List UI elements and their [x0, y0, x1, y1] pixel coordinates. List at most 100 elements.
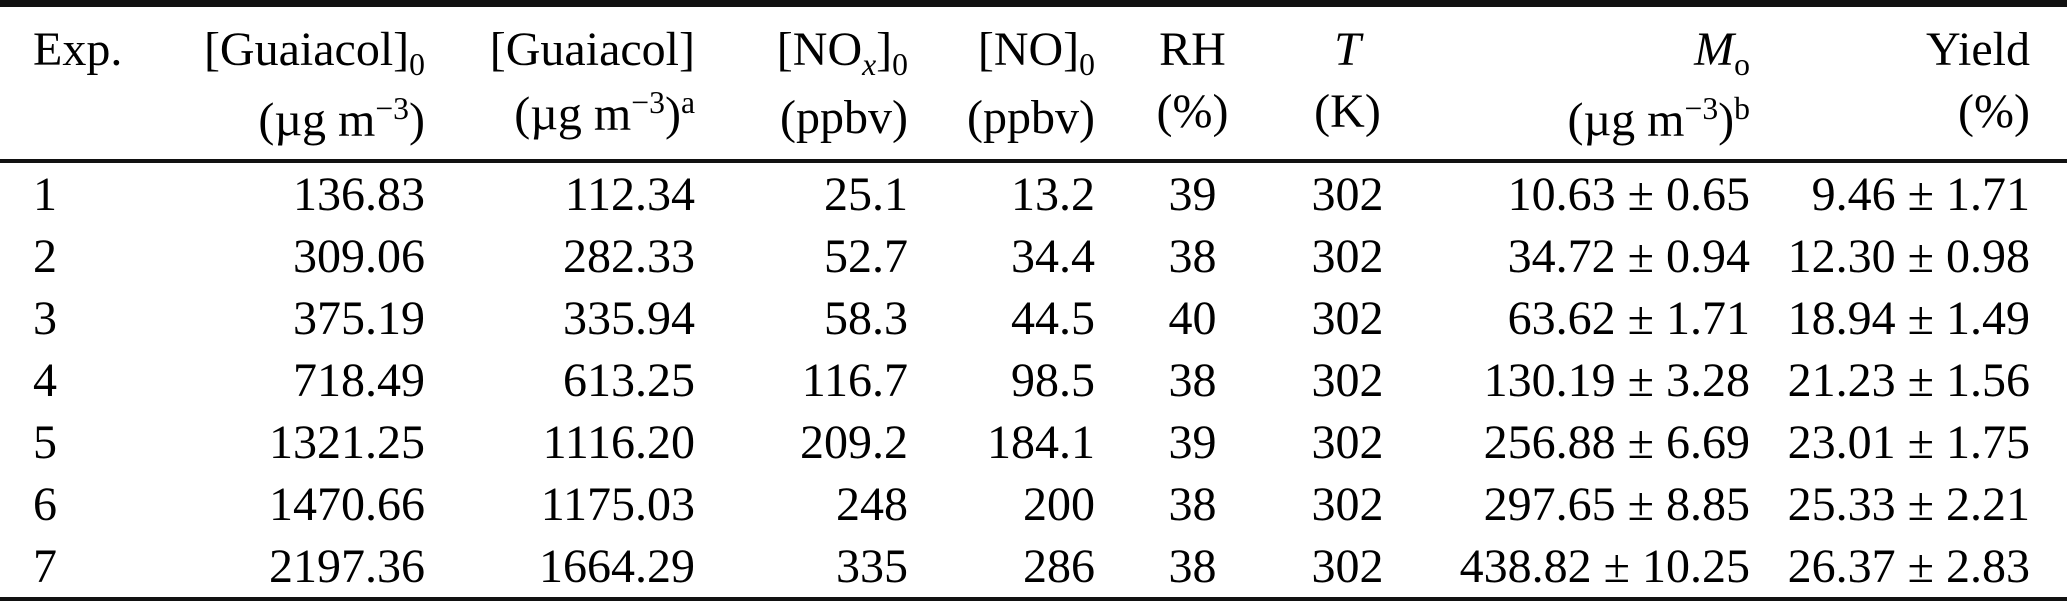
cell-guaiacol: 1664.29 [539, 539, 695, 593]
cell-no0: 44.5 [1011, 291, 1095, 345]
cell-rh: 38 [1168, 353, 1217, 407]
cell-exp: 1 [33, 167, 57, 221]
col-header-nox0: [NOx]0 (ppbv) [695, 3, 908, 163]
cell-guaiacol: 1116.20 [542, 415, 695, 469]
cell-guaiacol0: 1470.66 [269, 477, 425, 531]
cell-exp: 5 [33, 415, 57, 469]
cell-rh: 39 [1168, 167, 1217, 221]
header-title: [Guaiacol] [489, 23, 695, 76]
cell-m0: 438.82 ± 10.25 [1459, 539, 1750, 593]
header-unit [33, 77, 135, 85]
cell-exp: 6 [33, 477, 57, 531]
header-title: [Guaiacol]0 [203, 23, 425, 83]
cell-temperature: 302 [1311, 291, 1384, 345]
col-header-m0: Mo (µg m−3)b [1405, 3, 1750, 163]
header-unit: (ppbv) [780, 90, 908, 144]
header-unit: (µg m−3)a [514, 84, 695, 141]
cell-nox0: 25.1 [824, 167, 908, 221]
cell-guaiacol0: 309.06 [293, 229, 425, 283]
cell-m0: 130.19 ± 3.28 [1483, 353, 1750, 407]
cell-no0: 13.2 [1011, 167, 1095, 221]
cell-temperature: 302 [1311, 167, 1384, 221]
cell-m0: 297.65 ± 8.85 [1483, 477, 1750, 531]
cell-temperature: 302 [1311, 353, 1384, 407]
cell-no0: 34.4 [1011, 229, 1095, 283]
header-title: RH [1159, 23, 1226, 76]
table-body: 1 136.83 112.34 25.1 13.2 39 302 10.63 ±… [0, 161, 2067, 600]
header-title: [NO]0 [977, 23, 1095, 83]
col-header-no0: [NO]0 (ppbv) [908, 3, 1095, 163]
cell-nox0: 335 [836, 539, 908, 593]
cell-temperature: 302 [1311, 229, 1384, 283]
cell-rh: 40 [1168, 291, 1217, 345]
cell-guaiacol0: 1321.25 [269, 415, 425, 469]
cell-nox0: 209.2 [800, 415, 908, 469]
col-header-temperature: T (K) [1290, 3, 1405, 163]
cell-m0: 256.88 ± 6.69 [1483, 415, 1750, 469]
cell-yield: 26.37 ± 2.83 [1787, 539, 2030, 593]
cell-m0: 63.62 ± 1.71 [1507, 291, 1750, 345]
header-row: Exp. [Guaiacol]0 (µg m−3) [Guaiacol] (µg… [0, 3, 2067, 163]
header-title: T [1334, 23, 1361, 76]
cell-nox0: 58.3 [824, 291, 908, 345]
cell-guaiacol0: 718.49 [293, 353, 425, 407]
cell-yield: 25.33 ± 2.21 [1787, 477, 2030, 531]
cell-no0: 286 [1023, 539, 1095, 593]
cell-no0: 184.1 [987, 415, 1095, 469]
header-unit: (µg m−3) [258, 90, 425, 147]
cell-guaiacol: 112.34 [564, 167, 695, 221]
cell-temperature: 302 [1311, 477, 1384, 531]
table-row: 5 1321.25 1116.20 209.2 184.1 39 302 256… [0, 411, 2067, 473]
cell-yield: 23.01 ± 1.75 [1787, 415, 2030, 469]
cell-exp: 2 [33, 229, 57, 283]
cell-exp: 7 [33, 539, 57, 593]
cell-rh: 38 [1168, 539, 1217, 593]
cell-no0: 98.5 [1011, 353, 1095, 407]
cell-yield: 21.23 ± 1.56 [1787, 353, 2030, 407]
header-title: [NOx]0 [776, 23, 908, 83]
col-header-exp: Exp. [0, 3, 135, 163]
header-title: Mo [1694, 23, 1750, 83]
cell-rh: 38 [1168, 477, 1217, 531]
cell-guaiacol0: 375.19 [293, 291, 425, 345]
cell-guaiacol0: 136.83 [293, 167, 425, 221]
cell-guaiacol: 335.94 [563, 291, 695, 345]
cell-m0: 10.63 ± 0.65 [1507, 167, 1750, 221]
cell-nox0: 116.7 [801, 353, 908, 407]
col-header-guaiacol0: [Guaiacol]0 (µg m−3) [135, 3, 425, 163]
cell-nox0: 52.7 [824, 229, 908, 283]
cell-rh: 38 [1168, 229, 1217, 283]
header-title: Yield [1926, 23, 2030, 76]
cell-guaiacol: 613.25 [563, 353, 695, 407]
header-unit: (%) [1958, 84, 2030, 138]
col-header-yield: Yield (%) [1750, 3, 2067, 163]
table-row: 4 718.49 613.25 116.7 98.5 38 302 130.19… [0, 349, 2067, 411]
cell-m0: 34.72 ± 0.94 [1507, 229, 1750, 283]
cell-yield: 12.30 ± 0.98 [1787, 229, 2030, 283]
table-header: Exp. [Guaiacol]0 (µg m−3) [Guaiacol] (µg… [0, 3, 2067, 163]
cell-yield: 18.94 ± 1.49 [1787, 291, 2030, 345]
table-row: 3 375.19 335.94 58.3 44.5 40 302 63.62 ±… [0, 287, 2067, 349]
table-row: 1 136.83 112.34 25.1 13.2 39 302 10.63 ±… [0, 161, 2067, 225]
cell-exp: 3 [33, 291, 57, 345]
table-row: 7 2197.36 1664.29 335 286 38 302 438.82 … [0, 535, 2067, 600]
cell-yield: 9.46 ± 1.71 [1811, 167, 2030, 221]
header-unit: (µg m−3)b [1567, 90, 1750, 147]
table-row: 2 309.06 282.33 52.7 34.4 38 302 34.72 ±… [0, 225, 2067, 287]
col-header-guaiacol: [Guaiacol] (µg m−3)a [425, 3, 695, 163]
cell-no0: 200 [1023, 477, 1095, 531]
cell-temperature: 302 [1311, 415, 1384, 469]
cell-temperature: 302 [1311, 539, 1384, 593]
cell-exp: 4 [33, 353, 57, 407]
cell-guaiacol: 282.33 [563, 229, 695, 283]
header-unit: (K) [1314, 84, 1381, 138]
header-unit: (ppbv) [967, 90, 1095, 144]
cell-guaiacol0: 2197.36 [269, 539, 425, 593]
cell-nox0: 248 [836, 477, 908, 531]
table-row: 6 1470.66 1175.03 248 200 38 302 297.65 … [0, 473, 2067, 535]
header-unit: (%) [1156, 84, 1229, 138]
col-header-rh: RH (%) [1095, 3, 1290, 163]
cell-guaiacol: 1175.03 [540, 477, 695, 531]
